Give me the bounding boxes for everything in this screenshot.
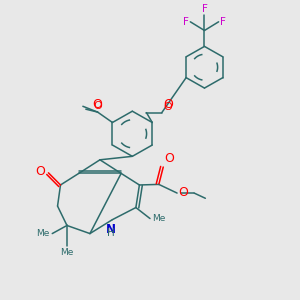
- Text: O: O: [92, 98, 102, 111]
- Text: O: O: [178, 186, 188, 199]
- Text: O: O: [164, 152, 174, 165]
- Text: N: N: [106, 223, 116, 236]
- Text: Me: Me: [60, 248, 74, 257]
- Text: O: O: [93, 100, 102, 111]
- Text: methoxy not labeled directly: methoxy not labeled directly: [61, 106, 81, 107]
- Text: O: O: [163, 98, 173, 112]
- Text: Me: Me: [152, 214, 166, 223]
- Text: H: H: [107, 228, 115, 238]
- Text: F: F: [183, 17, 189, 27]
- Text: Me: Me: [37, 229, 50, 238]
- Text: O: O: [36, 165, 46, 178]
- Text: F: F: [202, 4, 207, 14]
- Text: F: F: [220, 17, 226, 27]
- Text: O: O: [163, 102, 172, 112]
